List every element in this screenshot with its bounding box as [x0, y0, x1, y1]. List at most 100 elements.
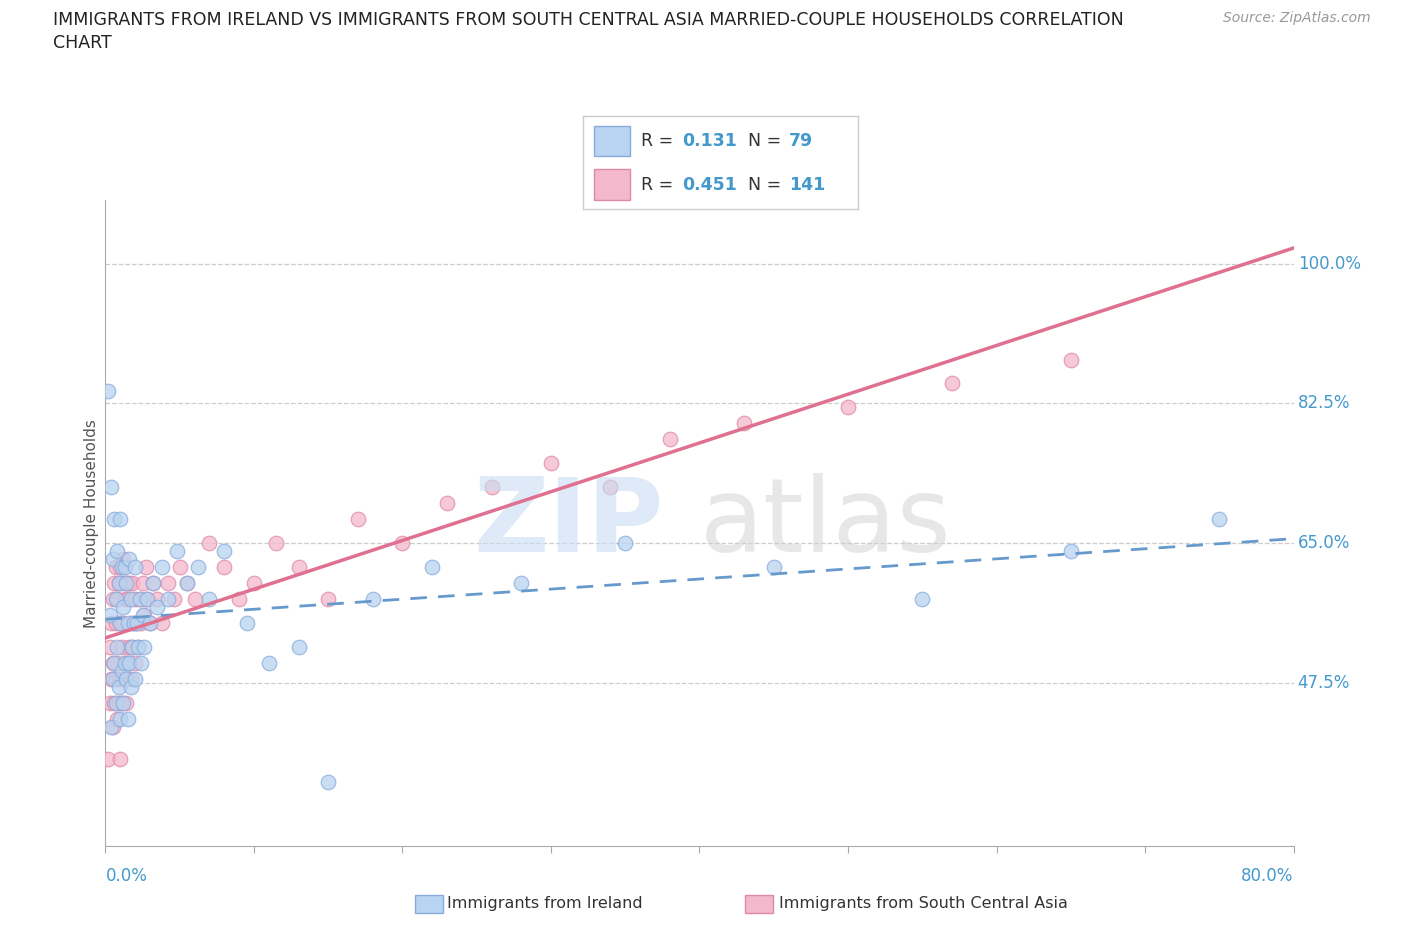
Point: [110, 512, 132, 526]
Point: [101, 671, 124, 686]
Point: [108, 576, 131, 591]
Point: [97, 751, 120, 766]
Point: [599, 480, 621, 495]
Point: [112, 600, 135, 615]
Point: [100, 671, 122, 686]
Text: 79: 79: [789, 132, 813, 150]
Point: [98, 696, 121, 711]
Point: [100, 616, 122, 631]
Point: [136, 591, 159, 606]
Point: [183, 591, 205, 606]
Point: [316, 775, 339, 790]
Point: [111, 663, 134, 678]
Point: [108, 576, 131, 591]
Point: [115, 696, 138, 711]
Point: [287, 639, 309, 654]
Point: [762, 560, 785, 575]
Bar: [595, 126, 630, 156]
Point: [228, 591, 250, 606]
Text: CHART: CHART: [53, 34, 112, 52]
Point: [118, 639, 141, 654]
Text: 100.0%: 100.0%: [1298, 255, 1361, 272]
Text: R =: R =: [641, 176, 679, 193]
Point: [118, 656, 141, 671]
Point: [104, 616, 127, 631]
Point: [129, 656, 152, 671]
Point: [114, 656, 136, 671]
Point: [110, 616, 132, 631]
Text: 82.5%: 82.5%: [1298, 394, 1350, 412]
Point: [142, 576, 165, 591]
Point: [214, 560, 236, 575]
Text: 141: 141: [789, 176, 825, 193]
Point: [114, 656, 136, 671]
Point: [243, 576, 266, 591]
Point: [139, 616, 162, 631]
Point: [911, 591, 934, 606]
Point: [156, 591, 179, 606]
Point: [120, 591, 142, 606]
Point: [131, 576, 153, 591]
Point: [121, 576, 143, 591]
Point: [115, 576, 138, 591]
Point: [941, 376, 963, 391]
Point: [104, 560, 127, 575]
Point: [235, 616, 257, 631]
Y-axis label: Married-couple Households: Married-couple Households: [83, 418, 98, 628]
Point: [120, 679, 142, 694]
Text: N =: N =: [748, 132, 787, 150]
Point: [100, 719, 122, 734]
Text: 0.131: 0.131: [682, 132, 737, 150]
Point: [135, 560, 157, 575]
Point: [510, 576, 533, 591]
Point: [114, 560, 136, 575]
Point: [186, 560, 208, 575]
Point: [100, 480, 122, 495]
Point: [105, 711, 128, 726]
Point: [146, 591, 169, 606]
Point: [124, 560, 146, 575]
Point: [132, 639, 155, 654]
Point: [105, 639, 128, 654]
Point: [1208, 512, 1230, 526]
Point: [111, 639, 134, 654]
Point: [111, 560, 134, 575]
Point: [120, 616, 142, 631]
Point: [124, 671, 146, 686]
Point: [391, 536, 413, 551]
Point: [125, 616, 148, 631]
Point: [110, 671, 132, 686]
Point: [128, 591, 150, 606]
Text: 65.0%: 65.0%: [1298, 534, 1350, 552]
Point: [117, 616, 139, 631]
Point: [166, 544, 188, 559]
Text: 47.5%: 47.5%: [1298, 673, 1350, 692]
Text: Source: ZipAtlas.com: Source: ZipAtlas.com: [1223, 11, 1371, 25]
Point: [101, 719, 124, 734]
Point: [139, 616, 162, 631]
Point: [658, 432, 681, 446]
Point: [127, 639, 149, 654]
Point: [124, 591, 146, 606]
Point: [110, 751, 132, 766]
Point: [214, 544, 236, 559]
Point: [97, 384, 120, 399]
Point: [118, 551, 141, 566]
Point: [110, 560, 132, 575]
Point: [198, 536, 221, 551]
Point: [837, 400, 859, 415]
Point: [136, 591, 159, 606]
Point: [733, 416, 755, 431]
Point: [105, 656, 128, 671]
Point: [115, 671, 138, 686]
Point: [98, 607, 121, 622]
Point: [112, 696, 135, 711]
Point: [150, 616, 173, 631]
Point: [104, 696, 127, 711]
Point: [112, 551, 135, 566]
Point: [176, 576, 198, 591]
Text: R =: R =: [641, 132, 679, 150]
Point: [117, 656, 139, 671]
Point: [103, 656, 125, 671]
Point: [131, 607, 153, 622]
